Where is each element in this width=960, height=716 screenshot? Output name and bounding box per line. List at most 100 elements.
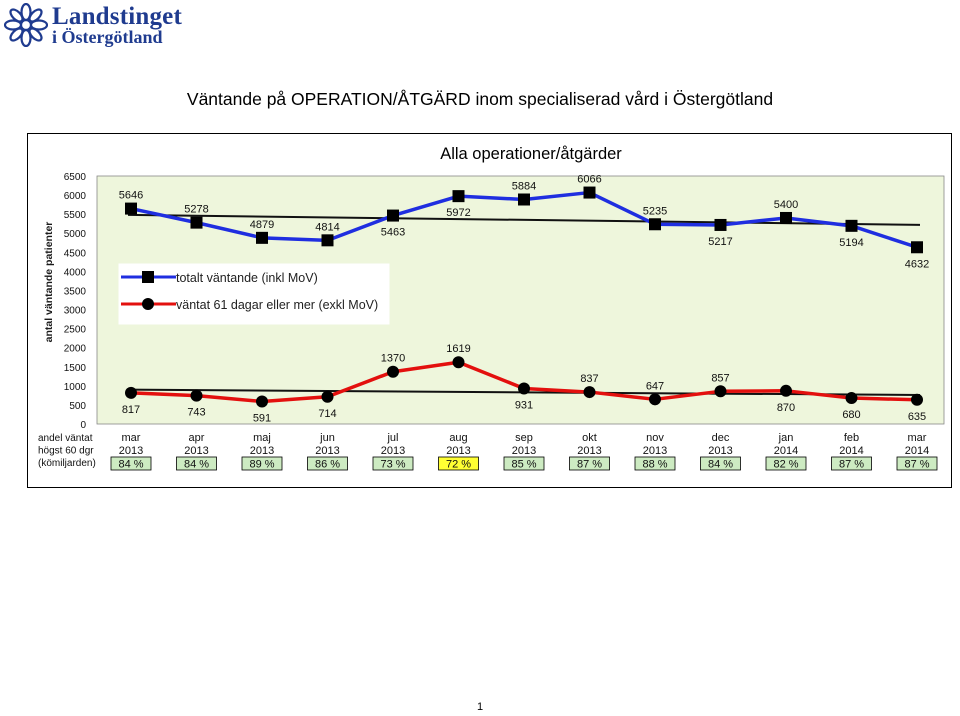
data-label: 857 <box>711 372 729 384</box>
andel-badge <box>503 456 545 471</box>
x-tick-year: 2013 <box>250 445 274 457</box>
data-label: 714 <box>318 408 336 420</box>
data-point-square <box>845 219 858 232</box>
andel-value: 87 % <box>577 459 602 471</box>
x-tick-year: 2013 <box>184 445 208 457</box>
legend-square-marker <box>142 271 154 283</box>
data-point-circle <box>583 386 596 399</box>
data-label: 837 <box>580 373 598 385</box>
data-label: 1370 <box>381 353 405 365</box>
andel-value: 73 % <box>380 459 405 471</box>
x-tick-month: jan <box>778 432 794 444</box>
data-label: 5217 <box>708 236 732 248</box>
data-point-square <box>911 241 923 254</box>
flower-logo-icon <box>4 3 48 47</box>
x-tick-year: 2014 <box>774 445 798 457</box>
andel-value: 84 % <box>184 459 209 471</box>
andel-badge <box>307 456 348 471</box>
x-tick-month: maj <box>253 432 271 444</box>
y-tick-label: 2500 <box>64 325 87 336</box>
chart-title: Alla operationer/åtgärder <box>440 145 622 163</box>
y-axis-label: antal väntande patienter <box>43 222 55 343</box>
data-point-circle <box>125 386 137 399</box>
legend-label-waited: väntat 61 dagar eller mer (exkl MoV) <box>176 298 378 312</box>
legend-label-total: totalt väntande (inkl MoV) <box>176 271 318 285</box>
data-label: 5463 <box>381 227 405 239</box>
data-label: 5400 <box>774 199 798 211</box>
x-tick-year: 2013 <box>512 445 536 457</box>
data-point-square <box>518 193 530 206</box>
data-label: 743 <box>187 407 205 419</box>
andel-badge <box>176 456 217 471</box>
data-label: 1619 <box>446 343 470 355</box>
y-tick-label: 4000 <box>64 267 87 278</box>
data-point-circle <box>518 382 530 395</box>
x-tick-month: okt <box>582 432 597 444</box>
andel-badge <box>372 456 414 471</box>
y-tick-label: 1500 <box>64 363 87 374</box>
andel-value: 84 % <box>708 459 733 471</box>
andel-badge <box>765 456 807 471</box>
data-point-square <box>583 186 596 199</box>
data-point-circle <box>780 384 792 397</box>
data-point-square <box>387 209 399 222</box>
data-point-circle <box>190 389 203 402</box>
y-tick-label: 5000 <box>64 229 87 240</box>
y-tick-label: 3500 <box>64 286 87 297</box>
data-point-square <box>649 218 661 231</box>
y-tick-label: 5500 <box>64 210 87 221</box>
y-tick-label: 6000 <box>64 191 87 202</box>
y-tick-label: 500 <box>69 401 86 412</box>
data-label: 5235 <box>643 205 667 217</box>
x-tick-month: jun <box>319 432 335 444</box>
x-tick-month: apr <box>189 432 205 444</box>
data-label: 5972 <box>446 207 470 219</box>
x-tick-year: 2013 <box>708 445 732 457</box>
x-tick-month: dec <box>712 432 730 444</box>
andel-value: 85 % <box>511 459 536 471</box>
data-point-circle <box>714 385 727 398</box>
data-point-square <box>125 202 137 215</box>
x-tick-year: 2013 <box>381 445 405 457</box>
x-tick-month: aug <box>449 432 467 444</box>
data-point-square <box>452 190 465 203</box>
data-label: 870 <box>777 402 795 414</box>
data-label: 647 <box>646 380 664 392</box>
data-point-circle <box>845 392 858 405</box>
x-tick-month: feb <box>844 432 859 444</box>
x-tick-year: 2013 <box>577 445 601 457</box>
data-point-square <box>190 216 203 229</box>
andel-badge <box>438 456 479 471</box>
data-label: 591 <box>253 412 271 424</box>
data-label: 4632 <box>905 258 929 270</box>
logo-line2: i Östergötland <box>52 27 163 47</box>
data-label: 5278 <box>184 204 208 216</box>
data-label: 4814 <box>315 221 339 233</box>
x-tick-year: 2014 <box>905 445 929 457</box>
andel-value: 72 % <box>446 459 471 471</box>
x-tick-month: sep <box>515 432 533 444</box>
data-point-circle <box>452 356 465 369</box>
andel-value: 84 % <box>118 459 143 471</box>
table-row-label: andel väntat högst 60 dgr(kömiljarden) <box>38 433 96 469</box>
y-tick-label: 3000 <box>64 306 87 317</box>
page-title: Väntande på OPERATION/ÅTGÄRD inom specia… <box>186 89 774 109</box>
andel-value: 89 % <box>249 459 274 471</box>
data-label: 5194 <box>839 237 863 249</box>
data-point-square <box>256 231 268 244</box>
andel-value: 82 % <box>773 459 798 471</box>
data-point-circle <box>649 393 661 406</box>
legend-circle-marker <box>142 298 154 310</box>
data-label: 931 <box>515 399 533 411</box>
data-label: 5646 <box>119 190 143 202</box>
logo-line1: Landstinget <box>52 3 183 30</box>
y-tick-label: 4500 <box>64 248 87 259</box>
andel-badge <box>634 456 676 471</box>
y-tick-label: 2000 <box>64 344 87 355</box>
data-point-circle <box>387 365 399 378</box>
data-label: 6066 <box>577 174 601 186</box>
x-tick-month: nov <box>646 432 664 444</box>
data-point-circle <box>256 395 268 408</box>
row-label-line: (kömiljarden) <box>38 458 96 469</box>
andel-badge <box>700 456 741 471</box>
